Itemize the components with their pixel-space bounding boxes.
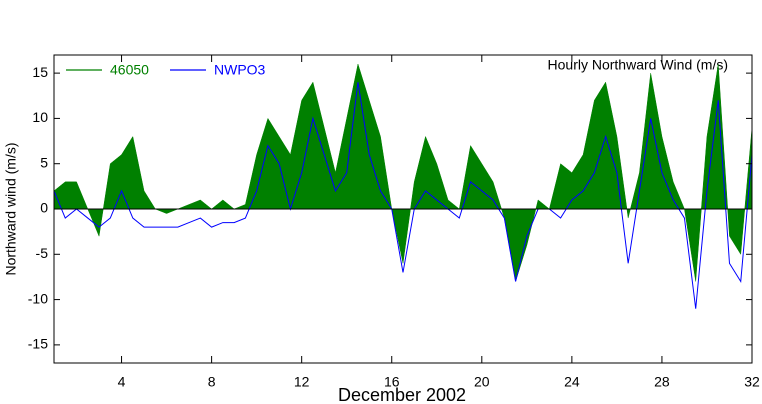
area xyxy=(53,63,753,282)
y-tick-label: -10 xyxy=(28,290,48,306)
y-axis-label: Northward wind (m/s) xyxy=(3,142,19,275)
x-tick-label: 12 xyxy=(294,374,310,390)
y-tick-label: -15 xyxy=(28,336,48,352)
y-tick-label: 15 xyxy=(32,64,48,80)
y-tick-label: 10 xyxy=(32,109,48,125)
x-tick-label: 16 xyxy=(384,374,400,390)
y-tick-label: 5 xyxy=(40,154,48,170)
x-tick-label: 24 xyxy=(564,374,580,390)
x-tick-label: 28 xyxy=(654,374,670,390)
x-tick-label: 4 xyxy=(118,374,126,390)
y-tick-label: -5 xyxy=(36,245,49,261)
x-tick-label: 8 xyxy=(208,374,216,390)
chart-title: Hourly Northward Wind (m/s) xyxy=(548,57,728,73)
x-tick-label: 32 xyxy=(744,374,760,390)
line xyxy=(53,82,753,309)
y-tick-label: 0 xyxy=(40,200,48,216)
x-axis-label: December 2002 xyxy=(338,385,466,404)
x-tick-label: 20 xyxy=(474,374,490,390)
legend-label: 46050 xyxy=(110,62,149,78)
legend-label: NWPO3 xyxy=(214,62,266,78)
